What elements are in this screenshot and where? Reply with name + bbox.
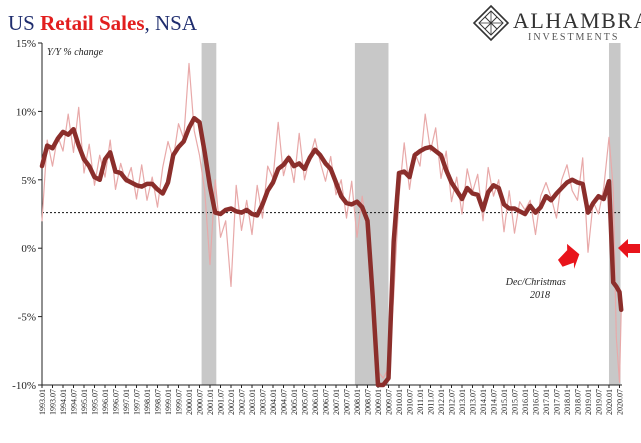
x-tick-label: 2011.07: [426, 389, 435, 415]
annotation-line-1: Dec/Christmas: [505, 277, 566, 288]
x-tick-label: 2006.07: [321, 389, 330, 415]
x-tick-label: 2015.07: [510, 389, 519, 415]
arrow-current: [618, 239, 640, 258]
annotation-line-2: 2018: [530, 290, 550, 301]
x-tick-label: 1995.07: [90, 389, 99, 415]
x-tick-label: 2019.01: [584, 389, 593, 415]
x-tick-label: 2002.07: [237, 389, 246, 415]
logo: ALHAMBRA INVESTMENTS: [472, 4, 641, 43]
x-tick-label: 2015.01: [500, 389, 509, 415]
y-tick-label: -5%: [18, 312, 36, 324]
y-tick-label: 5%: [21, 175, 36, 187]
series-line-raw: [41, 62, 622, 383]
x-tick-label: 2009.01: [374, 389, 383, 415]
arrow-dec-2018: [557, 243, 580, 269]
x-tick-label: 2007.07: [342, 389, 351, 415]
x-tick-label: 2004.07: [279, 389, 288, 415]
x-tick-label: 1996.07: [111, 389, 120, 415]
y-axis-label: Y/Y % change: [47, 47, 104, 58]
x-tick-label: 1994.07: [69, 389, 78, 415]
x-tick-label: 2000.07: [195, 389, 204, 415]
x-tick-label: 2002.01: [227, 389, 236, 415]
x-tick-label: 2017.01: [542, 389, 551, 415]
x-tick-label: 1993.01: [38, 389, 47, 415]
x-tick-label: 2020.07: [615, 389, 624, 415]
x-tick-label: 2012.07: [447, 389, 456, 415]
x-tick-label: 2011.01: [416, 389, 425, 415]
x-tick-label: 2005.07: [300, 389, 309, 415]
series-lines: [39, 62, 624, 388]
x-tick-label: 2008.01: [353, 389, 362, 415]
x-tick-label: 1998.07: [153, 389, 162, 415]
chart-title: US Retail Sales, NSA: [8, 11, 198, 35]
x-tick-label: 2003.07: [258, 389, 267, 415]
x-tick-label: 2003.01: [248, 389, 257, 415]
x-tick-label: 2016.07: [531, 389, 540, 415]
chart-title-suffix: , NSA: [145, 11, 198, 35]
x-tick-label: 1999.07: [174, 389, 183, 415]
x-tick-label: 2014.01: [479, 389, 488, 415]
x-tick-label: 1998.01: [143, 389, 152, 415]
x-tick-label: 2019.07: [594, 389, 603, 415]
x-tick-label: 2005.01: [290, 389, 299, 415]
x-tick-label: 2017.07: [552, 389, 561, 415]
x-tick-label: 2006.01: [311, 389, 320, 415]
y-tick-label: 15%: [16, 38, 36, 50]
x-tick-label: 2004.01: [269, 389, 278, 415]
x-tick-label: 2012.01: [437, 389, 446, 415]
x-tick-label: 2018.07: [573, 389, 582, 415]
x-tick-label: 1997.01: [122, 389, 131, 415]
x-tick-label: 1999.01: [164, 389, 173, 415]
logo-subtitle: INVESTMENTS: [528, 32, 619, 43]
y-tick-label: -10%: [12, 380, 36, 392]
x-tick-label: 1996.01: [101, 389, 110, 415]
x-tick-label: 2013.07: [468, 389, 477, 415]
annotation-dec-christmas: Dec/Christmas 2018: [505, 277, 569, 301]
x-tick-label: 2001.01: [206, 389, 215, 415]
series-line-smoothed: [39, 115, 624, 388]
chart-title-prefix: US: [8, 11, 40, 35]
x-tick-label: 1997.07: [132, 389, 141, 415]
x-tick-label: 2014.07: [489, 389, 498, 415]
x-tick-label: 2013.01: [458, 389, 467, 415]
x-tick-label: 2008.07: [363, 389, 372, 415]
x-tick-label: 2007.01: [332, 389, 341, 415]
logo-name: ALHAMBRA: [513, 8, 641, 33]
x-tick-label: 2020.01: [605, 389, 614, 415]
y-tick-label: 10%: [16, 106, 36, 118]
x-tick-label: 2001.07: [216, 389, 225, 415]
x-axis-ticks: 1993.01 1993.07 1994.01 1994.07 1995.01 1995.…: [38, 385, 624, 415]
recession-bands: [201, 43, 621, 385]
x-tick-label: 2018.01: [563, 389, 572, 415]
x-tick-label: 2010.01: [395, 389, 404, 415]
x-tick-label: 1994.01: [59, 389, 68, 415]
x-tick-label: 2016.01: [521, 389, 530, 415]
x-tick-label: 1995.01: [80, 389, 89, 415]
x-tick-label: 1993.07: [48, 389, 57, 415]
chart-title-emphasis: Retail Sales: [40, 11, 144, 35]
y-axis-ticks: 15% 10% 5% 0% -5% -10%: [12, 38, 42, 392]
recession-band-3: [608, 43, 621, 385]
x-tick-label: 2010.07: [405, 389, 414, 415]
y-tick-label: 0%: [21, 243, 36, 255]
recession-band-1: [201, 43, 217, 385]
x-tick-label: 2009.07: [384, 389, 393, 415]
diamond-lattice-icon: [472, 4, 510, 42]
x-tick-label: 2000.01: [185, 389, 194, 415]
